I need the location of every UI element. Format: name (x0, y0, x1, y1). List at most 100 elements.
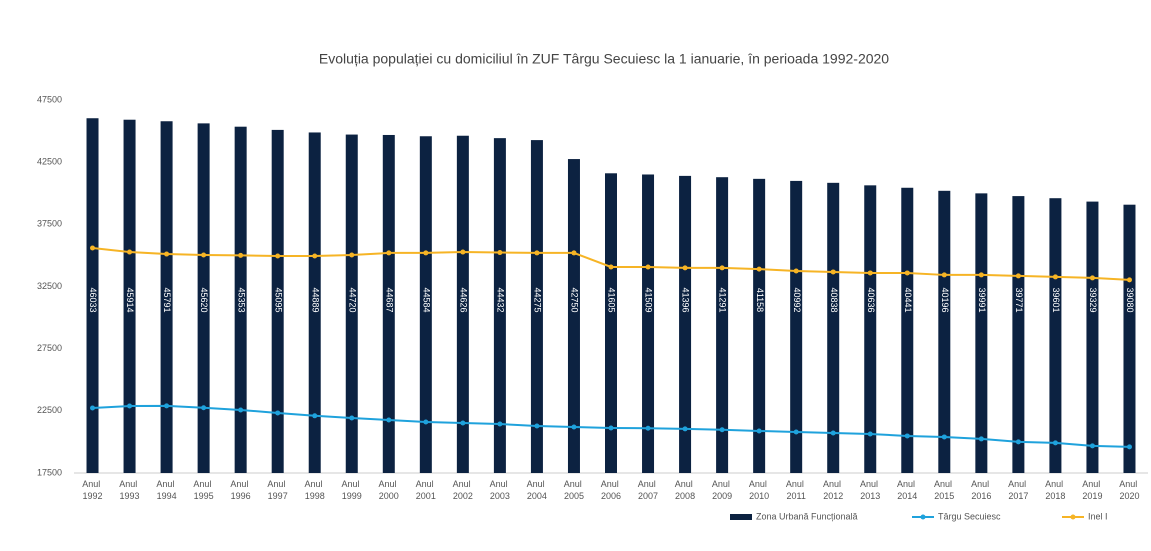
data-label: 39991 (977, 287, 987, 312)
data-label: 40196 (940, 287, 950, 312)
point (497, 421, 503, 427)
data-label: 44626 (458, 287, 468, 312)
x-tick-label: Anul 2007 (638, 479, 659, 501)
y-tick-label: 47500 (37, 94, 62, 104)
x-tick-label: Anul 2018 (1045, 479, 1066, 501)
legend-swatch (730, 514, 752, 520)
data-label: 44720 (347, 287, 357, 312)
x-tick-label: Anul 2013 (860, 479, 881, 501)
x-tick-label: Anul 1997 (267, 479, 288, 501)
x-tick-label: Anul 2011 (786, 479, 807, 501)
point (830, 430, 836, 436)
x-tick-label: Anul 2001 (416, 479, 437, 501)
bar (530, 140, 543, 473)
bar (1123, 204, 1136, 473)
y-tick-label: 42500 (37, 157, 62, 167)
bar (938, 190, 951, 474)
bar (567, 159, 580, 473)
point (719, 427, 725, 433)
bar (1049, 198, 1062, 473)
x-tick-label: Anul 2002 (453, 479, 474, 501)
x-tick-label: Anul 2017 (1008, 479, 1029, 501)
data-label: 40636 (866, 287, 876, 312)
data-label: 41509 (644, 287, 654, 312)
data-label: 41158 (755, 288, 765, 312)
point (571, 424, 577, 430)
bar (271, 129, 284, 473)
bar (1086, 201, 1099, 473)
point (386, 417, 392, 423)
point (275, 253, 281, 259)
bar (605, 173, 617, 473)
point (793, 429, 799, 435)
point (1126, 277, 1132, 283)
point (349, 415, 355, 421)
bar (901, 187, 914, 473)
point (1052, 274, 1058, 280)
data-label: 40992 (792, 287, 802, 312)
data-label: 39080 (1125, 287, 1135, 312)
data-label: 41605 (607, 287, 617, 312)
data-label: 44889 (310, 287, 320, 312)
bar (864, 185, 877, 473)
point (238, 407, 244, 413)
point (904, 433, 910, 439)
legend-label: Inel I (1088, 511, 1108, 521)
x-tick-label: Anul 2006 (601, 479, 622, 501)
x-tick-label: Anul 2014 (897, 479, 918, 501)
x-tick-label: Anul 1998 (304, 479, 325, 501)
chart-title: Evoluția populației cu domiciliul în ZUF… (319, 51, 889, 67)
x-tick-label: Anul 2004 (527, 479, 548, 501)
point (608, 425, 614, 431)
x-tick-label: Anul 2012 (823, 479, 844, 501)
x-tick-label: Anul 2015 (934, 479, 955, 501)
point (1089, 275, 1095, 281)
bar (234, 126, 247, 473)
point (941, 434, 947, 440)
point (1126, 444, 1132, 450)
x-tick-label: Anul 2000 (379, 479, 400, 501)
point (164, 403, 170, 409)
x-tick-label: Anul 2016 (971, 479, 992, 501)
data-label: 44584 (421, 287, 431, 312)
point (645, 425, 651, 431)
point (90, 405, 96, 411)
point (164, 251, 170, 257)
bar (679, 175, 692, 473)
data-label: 42750 (570, 287, 580, 312)
point (830, 269, 836, 275)
x-tick-label: Anul 2003 (490, 479, 511, 501)
x-tick-label: Anul 1995 (193, 479, 214, 501)
x-tick-label: Anul 2020 (1119, 479, 1140, 501)
point (645, 264, 651, 270)
bar (456, 135, 469, 473)
data-label: 39329 (1088, 287, 1098, 312)
point (201, 252, 207, 258)
bar (308, 132, 321, 473)
x-tick-label: Anul 1993 (119, 479, 140, 501)
data-label: 46033 (88, 287, 98, 312)
point (941, 272, 947, 278)
data-label: 45095 (273, 287, 283, 312)
point (1015, 273, 1021, 279)
point (90, 245, 96, 251)
y-tick-label: 32500 (37, 281, 62, 291)
bar (716, 177, 729, 474)
bar (642, 174, 655, 473)
point (904, 270, 910, 276)
point (978, 436, 984, 442)
x-tick-label: Anul 2009 (712, 479, 733, 501)
bar (419, 136, 432, 473)
data-label: 45914 (125, 287, 135, 312)
point (127, 403, 133, 409)
point (386, 250, 392, 256)
point (1015, 439, 1021, 445)
point (756, 266, 762, 272)
bar (160, 121, 173, 473)
bar (493, 138, 506, 474)
data-label: 40838 (829, 287, 839, 312)
legend-swatch (920, 514, 926, 520)
data-label: 44687 (384, 287, 394, 312)
bar (975, 193, 988, 474)
